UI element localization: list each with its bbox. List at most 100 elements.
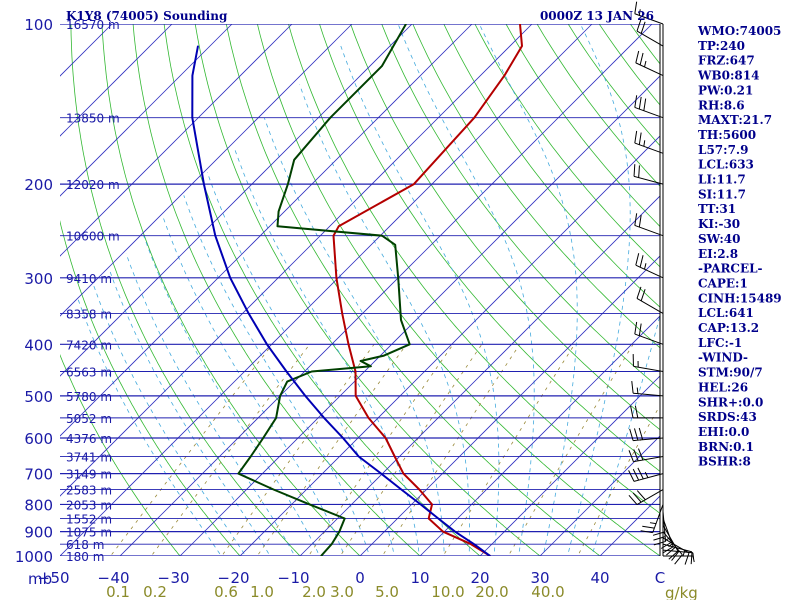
wind-barb-staff	[662, 511, 667, 542]
dry-adiabat-line	[474, 24, 660, 268]
temperature-tick-minus: −	[157, 569, 170, 587]
height-label: 1075 m	[66, 526, 112, 540]
series-temperature-point	[385, 437, 387, 439]
series-parcel-point	[323, 417, 325, 419]
height-label: 5780 m	[66, 390, 112, 404]
index-item: SW:40	[698, 232, 740, 246]
temperature-tick-label: 40	[110, 569, 129, 587]
index-item: TH:5600	[698, 128, 756, 142]
wind-barb-flag	[653, 540, 666, 546]
wind-barb-staff	[662, 543, 693, 553]
wind-barb-flag	[666, 546, 676, 556]
pressure-tick-label: 700	[24, 466, 53, 484]
index-item: BSHR:8	[698, 455, 751, 469]
wind-barb-flag	[653, 536, 666, 541]
series-dewpoint-point	[272, 488, 275, 491]
mixing-ratio-line	[577, 404, 660, 556]
mixing-ratio-line	[256, 344, 407, 556]
dry-adiabat-line	[350, 24, 660, 431]
series-dewpoint-point	[311, 370, 313, 373]
wind-barb-half-flag	[644, 471, 649, 478]
index-item: STM:90/7	[698, 366, 763, 380]
series-temperature-point	[418, 488, 420, 491]
wind-barb-staff	[636, 30, 664, 47]
temperature-tick-label: 20	[230, 569, 249, 587]
series-dewpoint-point	[405, 24, 407, 25]
series-dewpoint-line	[237, 24, 411, 556]
series-dewpoint-point	[329, 117, 331, 119]
series-dewpoint-point	[397, 277, 399, 279]
index-item: RH:8.6	[698, 98, 745, 112]
wind-barb	[640, 504, 664, 534]
wind-barb-staff	[633, 392, 664, 397]
height-label: 2583 m	[66, 484, 112, 498]
series-parcel-point	[419, 503, 422, 506]
isotherm-line	[479, 375, 660, 556]
mixing-ratio-tick-label: 5.0	[375, 583, 399, 600]
index-item: EI:2.8	[698, 247, 738, 261]
dry-adiabat-line	[163, 24, 481, 556]
index-item: SI:11.7	[698, 187, 746, 201]
wind-barb-staff	[633, 455, 664, 463]
series-dewpoint-point	[275, 417, 277, 419]
series-dewpoint-point	[338, 531, 340, 533]
height-label: 8358 m	[66, 307, 112, 321]
temperature-tick-label: C	[655, 569, 665, 587]
wind-barb	[660, 518, 674, 554]
pressure-tick-label: 1000	[15, 548, 53, 566]
series-parcel-point	[358, 455, 360, 458]
series-parcel-point	[473, 543, 475, 545]
chart-title: K1Y8 (74005) Sounding	[66, 9, 228, 23]
wind-barb-flag	[633, 428, 639, 441]
wind-barb-flag	[639, 52, 644, 66]
series-temperature-point	[367, 417, 370, 419]
series-parcel-point	[400, 488, 402, 491]
wind-barb-staff	[635, 264, 664, 279]
index-item: LI:11.7	[698, 173, 746, 187]
wind-barb-half-flag	[644, 60, 647, 68]
height-label: 4376 m	[66, 432, 112, 446]
series-parcel-point	[380, 472, 382, 475]
series-parcel-point	[214, 235, 216, 237]
dry-adiabat-line	[194, 24, 541, 556]
wind-barb-flag	[684, 552, 690, 565]
wind-barb-staff	[636, 298, 664, 314]
wind-barb-flag	[634, 1, 638, 14]
isotherm-line	[60, 24, 413, 377]
series-dewpoint-point	[359, 360, 362, 362]
index-item: -PARCEL-	[698, 262, 763, 276]
moist-adiabat-line	[93, 285, 247, 556]
series-dewpoint-point	[381, 65, 383, 67]
series-temperature-point	[394, 455, 396, 458]
series-dewpoint-point	[400, 319, 402, 321]
wind-barb-flag	[635, 50, 640, 63]
isotherm-line	[60, 24, 533, 497]
wind-barb	[630, 405, 663, 419]
pressure-tick-label: 400	[24, 336, 53, 354]
dry-adiabat-line	[256, 24, 660, 556]
isotherm-line	[539, 435, 660, 556]
moist-adiabat-line	[162, 216, 345, 556]
wind-barb-flag	[632, 468, 640, 481]
wind-barb	[652, 511, 667, 546]
series-dewpoint-point	[409, 343, 411, 345]
wind-barb-staff	[633, 175, 664, 185]
wind-barb-staff	[633, 365, 664, 373]
pressure-tick-label: 900	[24, 524, 53, 542]
moist-adiabat-line	[340, 45, 500, 556]
wind-barb-flag	[631, 381, 634, 394]
wind-barb	[635, 50, 664, 77]
isotherm-line	[299, 195, 660, 556]
wind-barb-staff	[634, 333, 664, 345]
height-label: 1552 m	[66, 512, 112, 526]
index-item: WB0:814	[697, 69, 759, 83]
wind-barb-flag	[636, 490, 646, 501]
index-item: SHR+:0.0	[698, 395, 763, 409]
height-label: 10600 m	[66, 230, 120, 244]
wind-barb-flag	[636, 286, 642, 299]
wind-barb-flag	[628, 470, 635, 482]
series-dewpoint-point	[308, 503, 311, 506]
wind-barb	[631, 381, 664, 397]
series-dewpoint-point	[370, 365, 372, 367]
wind-barb-half-flag	[643, 140, 646, 147]
